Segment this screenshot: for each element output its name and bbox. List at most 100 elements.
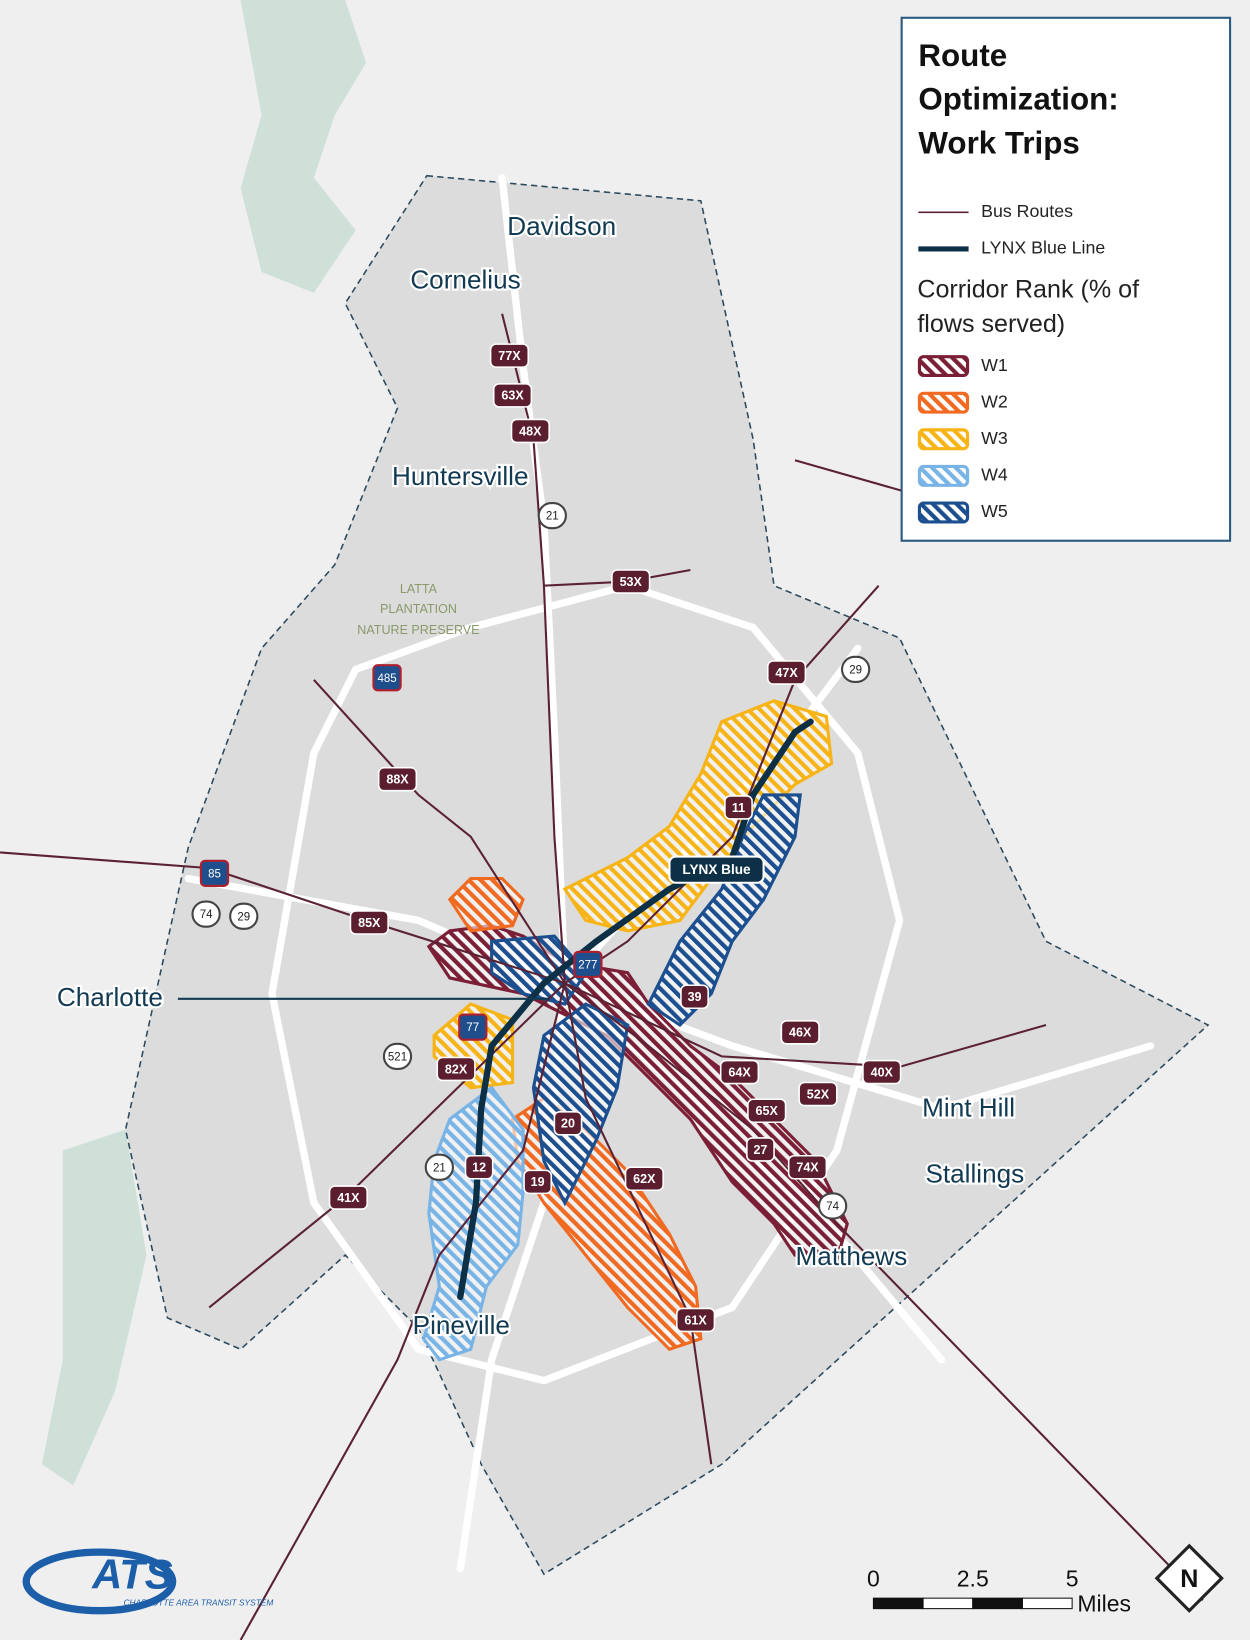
legend-heading: flows served): [917, 310, 1065, 338]
north-arrow: [1154, 1543, 1224, 1613]
corridor: [531, 1002, 630, 1207]
route-label: 40X: [871, 1065, 894, 1079]
route-label: 64X: [728, 1065, 751, 1079]
legend-rank-swatch: [917, 391, 970, 414]
lynx-blue-line: [457, 718, 814, 1301]
route-label: 74X: [796, 1161, 819, 1175]
legend-rank-label: W5: [981, 501, 1008, 521]
highway-label: 277: [578, 959, 597, 971]
place-label: Mint Hill: [922, 1093, 1015, 1123]
highway-label: 77: [466, 1022, 479, 1034]
route-label: 27: [753, 1143, 767, 1157]
highway-shield: [817, 1192, 848, 1220]
route-badge: [680, 984, 709, 1010]
route-badge: [780, 1020, 820, 1045]
logo-name: ATS: [91, 1550, 173, 1597]
legend-rank-label: W4: [981, 465, 1008, 485]
scale-tick: 2.5: [957, 1565, 989, 1591]
labels: LATTA PLANTATION NATURE PRESERVE 21 485 85 74 2…: [55, 209, 1027, 1342]
route-label: 46X: [789, 1026, 812, 1040]
highway-label: 29: [849, 664, 862, 676]
route-badge: [611, 569, 651, 594]
highway-shield: [840, 655, 871, 683]
place-label: Pineville: [413, 1310, 510, 1340]
route-label: 41X: [337, 1191, 360, 1205]
scale-unit: Miles: [1077, 1591, 1131, 1617]
corridor: [447, 877, 525, 933]
scale-tick: 5: [1066, 1565, 1079, 1591]
corridors: [421, 699, 849, 1362]
highway-label: 29: [237, 911, 250, 923]
route-badge: [436, 1056, 476, 1082]
route-badge: [862, 1059, 902, 1085]
highway-label: 85: [208, 868, 221, 880]
route-badge: [798, 1081, 838, 1107]
route-label: 61X: [684, 1313, 707, 1327]
legend-line-label: LYNX Blue Line: [981, 238, 1105, 258]
scale-segment: [872, 1597, 924, 1610]
route-label: 48X: [519, 424, 542, 438]
route-label: 47X: [775, 666, 798, 680]
place-label: Charlotte: [57, 982, 163, 1012]
park-label: PLANTATION: [380, 602, 457, 616]
route-badge: [492, 383, 533, 408]
logo-subtitle: CHARLOTTE AREA TRANSIT SYSTEM: [123, 1598, 273, 1608]
route-badge: [787, 1154, 828, 1180]
place-label: Matthews: [796, 1241, 908, 1271]
route-badge: [523, 1169, 553, 1195]
highway-label: 21: [433, 1162, 446, 1174]
highway-shield: [573, 950, 603, 978]
highway-shield: [537, 502, 567, 530]
legend-rank-swatch: [917, 428, 970, 451]
legend-rank-swatch: [917, 355, 970, 378]
north-label: N: [1180, 1565, 1198, 1593]
legend-title: Work Trips: [918, 126, 1079, 161]
lake: [41, 0, 367, 1486]
park-label: LATTA: [400, 582, 438, 596]
route-label: 82X: [445, 1062, 468, 1076]
route-badge: [724, 795, 753, 820]
route-badge: [349, 910, 389, 935]
route-badge: [747, 1098, 787, 1124]
highway-label: 521: [388, 1051, 407, 1063]
highway-label: 21: [546, 511, 559, 523]
place-label: Cornelius: [410, 264, 520, 294]
route-label: 88X: [386, 773, 409, 787]
route-badge: [328, 1185, 368, 1210]
scale-segment: [1021, 1597, 1073, 1610]
route-label: 11: [732, 801, 745, 815]
highway-shield: [191, 900, 221, 928]
highway-shield: [424, 1153, 454, 1181]
legend-rank-label: W2: [981, 391, 1008, 411]
logo-swoosh: [22, 1548, 177, 1615]
park-label: NATURE PRESERVE: [357, 623, 479, 637]
route-badge: [464, 1154, 494, 1180]
corridor: [562, 699, 834, 933]
highway-label: 485: [377, 673, 396, 685]
place-label: Stallings: [925, 1159, 1024, 1189]
legend-rank-swatch: [917, 464, 970, 487]
route-badge: [510, 418, 550, 444]
route-label: 62X: [633, 1172, 656, 1186]
route-badge: [746, 1137, 775, 1162]
route-badge: [489, 343, 530, 368]
route-badge: [719, 1059, 760, 1085]
highway-shield: [199, 859, 230, 887]
highway-label: 74: [200, 909, 213, 921]
scale-segment: [922, 1597, 974, 1610]
highway-shield: [229, 902, 259, 930]
scale-tick: 0: [867, 1565, 880, 1591]
highway-shield: [458, 1013, 488, 1041]
place-label: Huntersville: [392, 461, 528, 491]
highway-label: 74: [826, 1201, 839, 1213]
place-label: Davidson: [507, 211, 616, 241]
legend-box: [900, 16, 1232, 542]
route-label: 12: [472, 1161, 486, 1175]
highway-shield: [372, 664, 402, 692]
route-badge: [377, 766, 418, 792]
highway-shield: [382, 1042, 413, 1070]
route-label: 52X: [807, 1087, 830, 1101]
route-label: 53X: [620, 575, 643, 589]
